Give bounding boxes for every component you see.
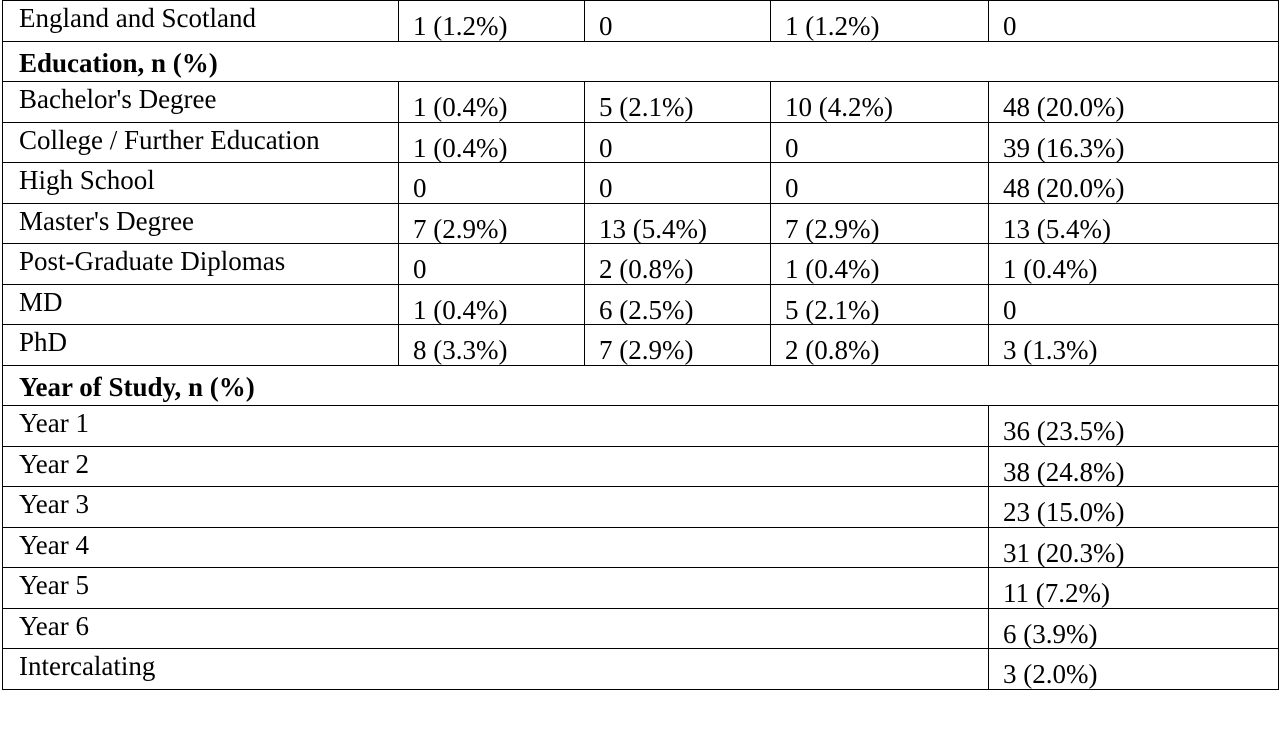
row-label: Year 3	[2, 486, 989, 528]
table-row: Bachelor's Degree 1 (0.4%) 5 (2.1%) 10 (4.2…	[2, 81, 1279, 123]
table-row: England and Scotland 1 (1.2%) 0 1 (1.2%) 0	[2, 0, 1279, 42]
cell-value: 0	[770, 121, 989, 163]
row-label: Master's Degree	[2, 202, 399, 244]
cell-value: 1 (1.2%)	[770, 0, 989, 42]
cell-value: 2 (0.8%)	[584, 243, 771, 285]
cell-value: 48 (20.0%)	[988, 162, 1279, 204]
cell-value: 1 (0.4%)	[770, 243, 989, 285]
row-label: Intercalating	[2, 648, 989, 690]
cell-value: 5 (2.1%)	[770, 283, 989, 325]
table-row: Year 1 36 (23.5%)	[2, 405, 1279, 447]
cell-value: 39 (16.3%)	[988, 121, 1279, 163]
cell-value: 1 (0.4%)	[398, 121, 585, 163]
cell-value: 11 (7.2%)	[988, 567, 1279, 609]
cell-value: 1 (0.4%)	[398, 283, 585, 325]
cell-value: 0	[584, 121, 771, 163]
cell-value: 10 (4.2%)	[770, 81, 989, 123]
table-row: Post-Graduate Diplomas 0 2 (0.8%) 1 (0.4%) 1…	[2, 243, 1279, 285]
cell-value: 2 (0.8%)	[770, 324, 989, 366]
section-header: Year of Study, n (%)	[2, 364, 1279, 406]
cell-value: 0	[584, 0, 771, 42]
cell-value: 7 (2.9%)	[398, 202, 585, 244]
row-label: Year 4	[2, 526, 989, 568]
row-label: Bachelor's Degree	[2, 81, 399, 123]
table-row: MD 1 (0.4%) 6 (2.5%) 5 (2.1%) 0	[2, 283, 1279, 325]
cell-value: 0	[398, 162, 585, 204]
table-row: Year 4 31 (20.3%)	[2, 526, 1279, 568]
table-row: Master's Degree 7 (2.9%) 13 (5.4%) 7 (2.9%)…	[2, 202, 1279, 244]
cell-value: 0	[770, 162, 989, 204]
cell-value: 6 (2.5%)	[584, 283, 771, 325]
cell-value: 1 (0.4%)	[398, 81, 585, 123]
cell-value: 3 (2.0%)	[988, 648, 1279, 690]
cell-value: 5 (2.1%)	[584, 81, 771, 123]
row-label: College / Further Education	[2, 121, 399, 163]
table-row: PhD 8 (3.3%) 7 (2.9%) 2 (0.8%) 3 (1.3%)	[2, 324, 1279, 366]
row-label: Post-Graduate Diplomas	[2, 243, 399, 285]
row-label: England and Scotland	[2, 0, 399, 42]
section-header: Education, n (%)	[2, 40, 1279, 82]
section-header-row: Education, n (%)	[2, 40, 1279, 82]
cell-value: 7 (2.9%)	[584, 324, 771, 366]
demographics-table: England and Scotland 1 (1.2%) 0 1 (1.2%) 0 Ed…	[2, 0, 1279, 690]
table-row: Intercalating 3 (2.0%)	[2, 648, 1279, 690]
cell-value: 6 (3.9%)	[988, 607, 1279, 649]
row-label: MD	[2, 283, 399, 325]
cell-value: 38 (24.8%)	[988, 445, 1279, 487]
cell-value: 1 (1.2%)	[398, 0, 585, 42]
table-row: Year 3 23 (15.0%)	[2, 486, 1279, 528]
cell-value: 0	[398, 243, 585, 285]
table-row: High School 0 0 0 48 (20.0%)	[2, 162, 1279, 204]
cell-value: 13 (5.4%)	[584, 202, 771, 244]
row-label: High School	[2, 162, 399, 204]
table-body: England and Scotland 1 (1.2%) 0 1 (1.2%) 0 Ed…	[2, 0, 1279, 690]
row-label: Year 5	[2, 567, 989, 609]
cell-value: 0	[584, 162, 771, 204]
cell-value: 13 (5.4%)	[988, 202, 1279, 244]
cell-value: 1 (0.4%)	[988, 243, 1279, 285]
cell-value: 31 (20.3%)	[988, 526, 1279, 568]
cell-value: 36 (23.5%)	[988, 405, 1279, 447]
cell-value: 8 (3.3%)	[398, 324, 585, 366]
table-row: College / Further Education 1 (0.4%) 0 0 39 …	[2, 121, 1279, 163]
cell-value: 23 (15.0%)	[988, 486, 1279, 528]
section-header-row: Year of Study, n (%)	[2, 364, 1279, 406]
cell-value: 0	[988, 283, 1279, 325]
cell-value: 3 (1.3%)	[988, 324, 1279, 366]
table-row: Year 2 38 (24.8%)	[2, 445, 1279, 487]
cell-value: 0	[988, 0, 1279, 42]
row-label: Year 1	[2, 405, 989, 447]
row-label: PhD	[2, 324, 399, 366]
cell-value: 7 (2.9%)	[770, 202, 989, 244]
table-row: Year 5 11 (7.2%)	[2, 567, 1279, 609]
cell-value: 48 (20.0%)	[988, 81, 1279, 123]
row-label: Year 6	[2, 607, 989, 649]
row-label: Year 2	[2, 445, 989, 487]
